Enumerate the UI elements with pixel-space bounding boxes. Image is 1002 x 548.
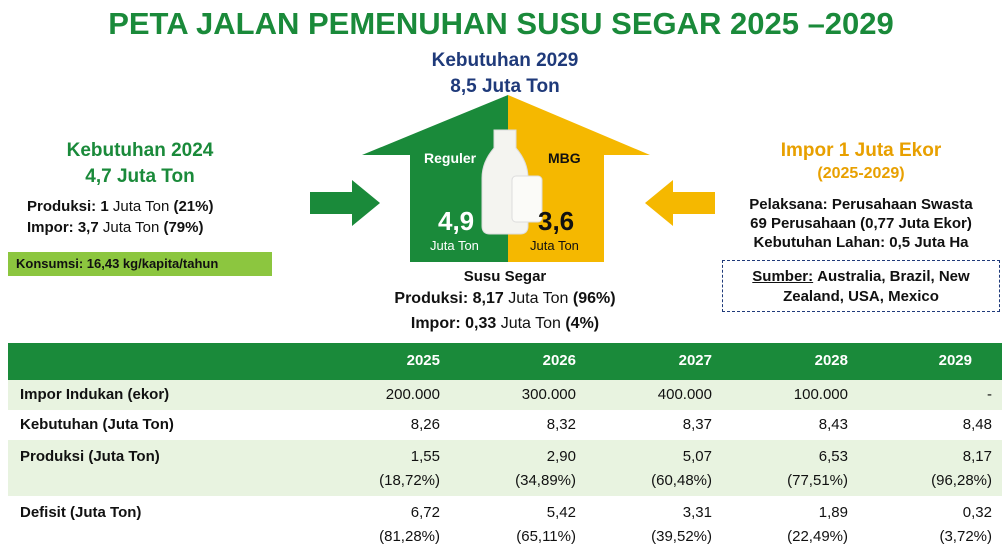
- text-line: Produksi: 1 Juta Ton (21%): [27, 198, 213, 215]
- table-cell: 1,89: [819, 502, 848, 524]
- table-cell: (60,48%): [651, 470, 712, 492]
- header-cell: 2027: [679, 352, 712, 369]
- table-cell: 6,53: [819, 446, 848, 468]
- table-cell: 8,37: [683, 414, 712, 436]
- header-cell: 2028: [815, 352, 848, 369]
- table-cell: -: [987, 384, 992, 406]
- table-header-bg: [8, 343, 1002, 380]
- text-segment: (79%): [163, 219, 203, 236]
- title: PETA JALAN PEMENUHAN SUSU SEGAR 2025 –20…: [0, 6, 1002, 42]
- table-cell: 400.000: [658, 384, 712, 406]
- table-cell: 5,42: [547, 502, 576, 524]
- text-line: Kebutuhan Lahan: 0,5 Juta Ha: [722, 234, 1000, 251]
- right-period: (2025-2029): [722, 165, 1000, 183]
- header-cell: 2025: [407, 352, 440, 369]
- table-cell: 2,90: [547, 446, 576, 468]
- table-cell: 0,32: [963, 502, 992, 524]
- center-amount: 8,5 Juta Ton: [305, 76, 705, 98]
- text-segment: Juta Ton: [103, 219, 159, 236]
- table-cell: 8,17: [963, 446, 992, 468]
- center-caption: Susu Segar: [305, 268, 705, 285]
- mbg-unit: Juta Ton: [530, 238, 579, 253]
- table-cell: 6,72: [411, 502, 440, 524]
- table-cell: 8,26: [411, 414, 440, 436]
- page: PETA JALAN PEMENUHAN SUSU SEGAR 2025 –20…: [0, 0, 1002, 546]
- text-segment: Produksi: 8,17: [394, 290, 503, 307]
- table-cell: (65,11%): [516, 526, 576, 548]
- consumption-note: Konsumsi: 16,43 kg/kapita/tahun: [8, 252, 272, 276]
- row-label: Defisit (Juta Ton): [20, 502, 141, 524]
- table-cell: 3,31: [683, 502, 712, 524]
- text-segment: (96%): [573, 290, 616, 307]
- header-cell: 2026: [543, 352, 576, 369]
- mbg-label: MBG: [548, 150, 581, 166]
- row-label: Impor Indukan (ekor): [20, 384, 169, 406]
- source-label: Sumber:: [752, 268, 813, 285]
- table-cell: (18,72%): [379, 470, 440, 492]
- text-segment: (21%): [173, 198, 213, 215]
- right-heading: Impor 1 Juta Ekor: [722, 140, 1000, 162]
- text-segment: Juta Ton: [508, 290, 568, 307]
- table-cell: (96,28%): [931, 470, 992, 492]
- table-cell: (81,28%): [379, 526, 440, 548]
- arrow-right: [310, 180, 380, 226]
- reguler-label: Reguler: [424, 150, 476, 166]
- text-segment: Juta Ton: [113, 198, 169, 215]
- table-cell: (77,51%): [787, 470, 848, 492]
- table-cell: 300.000: [522, 384, 576, 406]
- table-cell: 8,48: [963, 414, 992, 436]
- text-segment: (4%): [565, 315, 599, 332]
- text-segment: Impor: 0,33: [411, 315, 496, 332]
- table-cell: (34,89%): [515, 470, 576, 492]
- center-heading: Kebutuhan 2029: [305, 50, 705, 72]
- text-segment: Produksi: 1: [27, 198, 109, 215]
- table-cell: (39,52%): [651, 526, 712, 548]
- table-cell: 8,32: [547, 414, 576, 436]
- text-segment: Impor: 3,7: [27, 219, 99, 236]
- table-cell: 200.000: [386, 384, 440, 406]
- text-line: Produksi: 8,17 Juta Ton (96%): [305, 290, 705, 308]
- text-line: Pelaksana: Perusahaan Swasta: [722, 196, 1000, 213]
- row-label: Produksi (Juta Ton): [20, 446, 160, 468]
- source-box: Sumber:Australia, Brazil, New Zealand, U…: [722, 260, 1000, 312]
- table-cell: (3,72%): [939, 526, 992, 548]
- left-heading: Kebutuhan 2024: [10, 140, 270, 162]
- table-cell: 8,43: [819, 414, 848, 436]
- table-cell: 100.000: [794, 384, 848, 406]
- table-cell: (22,49%): [787, 526, 848, 548]
- table-cell: 5,07: [683, 446, 712, 468]
- header-cell: 2029: [939, 352, 972, 369]
- roof-left: [362, 95, 508, 155]
- table-cell: 1,55: [411, 446, 440, 468]
- text-line: 69 Perusahaan (0,77 Juta Ekor): [722, 215, 1000, 232]
- text-line: Impor: 3,7 Juta Ton (79%): [27, 219, 203, 236]
- text-segment: Juta Ton: [501, 315, 561, 332]
- reguler-value: 4,9: [438, 206, 474, 237]
- roof-right: [508, 95, 650, 155]
- arrow-left: [645, 180, 715, 226]
- reguler-unit: Juta Ton: [430, 238, 479, 253]
- mbg-value: 3,6: [538, 206, 574, 237]
- left-amount: 4,7 Juta Ton: [10, 166, 270, 188]
- text-line: Impor: 0,33 Juta Ton (4%): [305, 315, 705, 333]
- row-label: Kebutuhan (Juta Ton): [20, 414, 174, 436]
